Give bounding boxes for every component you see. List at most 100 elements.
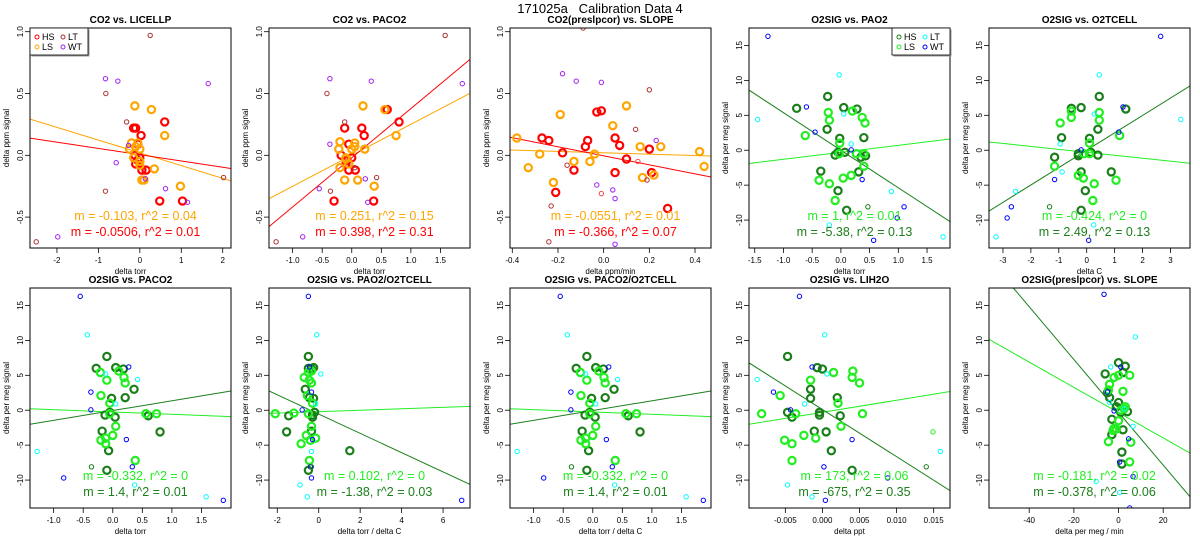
legend: HS LT LS WT bbox=[891, 27, 952, 57]
data-point-hs bbox=[137, 165, 147, 175]
y-tick-label: 0.0 bbox=[255, 149, 264, 161]
y-tick-label: -5 bbox=[496, 441, 505, 449]
data-point-wt bbox=[540, 475, 547, 481]
data-point-ls bbox=[830, 195, 840, 206]
y-axis-label: delta per meg signal bbox=[241, 362, 250, 434]
data-point-lt bbox=[821, 332, 828, 338]
data-point-hs bbox=[662, 203, 673, 214]
x-tick-label: 1 bbox=[1112, 256, 1117, 265]
x-tick-label: 0.0 bbox=[346, 256, 358, 265]
y-axis-label: delta per meg signal bbox=[961, 362, 970, 434]
data-point-hs bbox=[635, 427, 645, 437]
data-point-lt bbox=[373, 174, 380, 181]
data-point-ls bbox=[787, 439, 797, 449]
y-tick-label: 10 bbox=[255, 335, 264, 344]
data-point-wt bbox=[594, 182, 600, 188]
data-point-hs bbox=[329, 196, 339, 206]
data-point-hs-small bbox=[923, 464, 929, 470]
data-point-hs bbox=[118, 364, 129, 374]
data-point-ls bbox=[585, 398, 595, 408]
plot-frame bbox=[748, 27, 951, 249]
data-point-ls bbox=[149, 164, 160, 174]
data-point-ls bbox=[548, 177, 559, 188]
data-point-wt bbox=[60, 475, 67, 481]
data-point-ls bbox=[141, 409, 151, 419]
x-tick-label: 2 bbox=[220, 256, 225, 265]
y-tick-label: 0 bbox=[496, 407, 505, 412]
data-point-ls bbox=[1084, 149, 1095, 159]
data-point-hs bbox=[582, 351, 592, 362]
data-point-wt bbox=[1085, 237, 1092, 244]
fit-line-hs bbox=[510, 390, 711, 425]
y-tick-label: 0.5 bbox=[16, 87, 25, 99]
data-point-hs bbox=[557, 148, 568, 158]
data-point-ls bbox=[358, 101, 368, 111]
chart-panel-1: CO2 vs. LICELLP -2 -1 0 1 2 -0.5 0.0 0.5 1.0 delta… bbox=[2, 15, 232, 276]
data-point-ls bbox=[310, 433, 321, 443]
data-point-hs bbox=[609, 384, 619, 394]
data-point-hs bbox=[621, 154, 632, 164]
data-point-ls bbox=[1066, 112, 1077, 123]
data-point-ls bbox=[575, 367, 586, 378]
data-point-lt bbox=[646, 87, 653, 93]
data-point-ls bbox=[585, 409, 595, 419]
y-axis-label: delta per meg signal bbox=[482, 362, 491, 434]
data-point-ls bbox=[1111, 175, 1121, 185]
x-tick-label: 1.5 bbox=[196, 516, 208, 525]
data-point-ls bbox=[1049, 161, 1060, 171]
data-point-wt bbox=[612, 195, 618, 202]
data-point-hs bbox=[847, 465, 857, 475]
data-point-ls bbox=[649, 170, 659, 180]
data-point-lt bbox=[582, 371, 589, 377]
data-point-lt2 bbox=[598, 190, 605, 197]
data-point-ls bbox=[580, 439, 591, 449]
y-tick-label: 5 bbox=[735, 373, 744, 378]
data-point-lt bbox=[1178, 116, 1184, 123]
data-point-lt bbox=[113, 401, 119, 407]
data-point-ls bbox=[834, 149, 844, 159]
y-tick-label: 10 bbox=[735, 335, 744, 344]
data-point-ls bbox=[350, 141, 360, 152]
x-tick-label: -1.0 bbox=[47, 516, 61, 525]
data-point-hs bbox=[1100, 369, 1110, 379]
data-point-wt bbox=[362, 176, 369, 182]
x-tick-label: -2 bbox=[1027, 256, 1035, 265]
data-point-ls bbox=[847, 106, 858, 116]
data-point-hs bbox=[550, 187, 561, 198]
data-point-ls bbox=[857, 409, 868, 419]
fit-line-ls bbox=[989, 338, 1190, 454]
data-point-lt bbox=[1121, 406, 1127, 412]
data-point-ls bbox=[307, 398, 318, 408]
x-tick-label: 0.2 bbox=[644, 256, 656, 265]
data-point-wt bbox=[901, 204, 907, 210]
data-point-lt bbox=[327, 188, 334, 194]
data-point-wt bbox=[1078, 147, 1084, 153]
legend-marker-lt bbox=[60, 34, 66, 40]
x-tick-label: -20 bbox=[1068, 516, 1080, 525]
y-tick-label: 10 bbox=[16, 335, 25, 344]
plot-frame bbox=[988, 287, 1191, 509]
data-point-ls bbox=[608, 120, 618, 131]
data-point-lt bbox=[33, 239, 39, 245]
data-point-lt bbox=[1057, 141, 1063, 147]
y-axis-label: delta ppm signal bbox=[2, 109, 11, 167]
fit-line-ls bbox=[510, 408, 711, 418]
x-tick-label: -1.0 bbox=[777, 256, 791, 265]
fit-annotation-hs: m = -0.366, r^2 = 0.07 bbox=[554, 225, 677, 239]
data-point-ls bbox=[113, 366, 124, 376]
data-point-hs bbox=[1076, 102, 1086, 113]
data-point-hs bbox=[155, 427, 165, 437]
data-point-hs bbox=[130, 123, 141, 133]
data-point-hs bbox=[835, 133, 845, 144]
data-point-ls bbox=[635, 141, 645, 152]
data-point-hs bbox=[598, 364, 609, 374]
x-tick-label: 0.0 bbox=[587, 516, 599, 525]
data-point-hs bbox=[592, 107, 602, 117]
data-point-hs bbox=[102, 465, 112, 475]
x-tick-label: -1 bbox=[95, 256, 103, 265]
data-point-lt bbox=[147, 32, 153, 39]
fit-annotation-ls: m = 1, r^2 = 0.01 bbox=[807, 209, 901, 223]
fit-annotation-ls: m = -0.332, r^2 = 0 bbox=[83, 469, 188, 483]
data-point-ls bbox=[512, 133, 522, 143]
data-point-hs bbox=[610, 133, 620, 143]
